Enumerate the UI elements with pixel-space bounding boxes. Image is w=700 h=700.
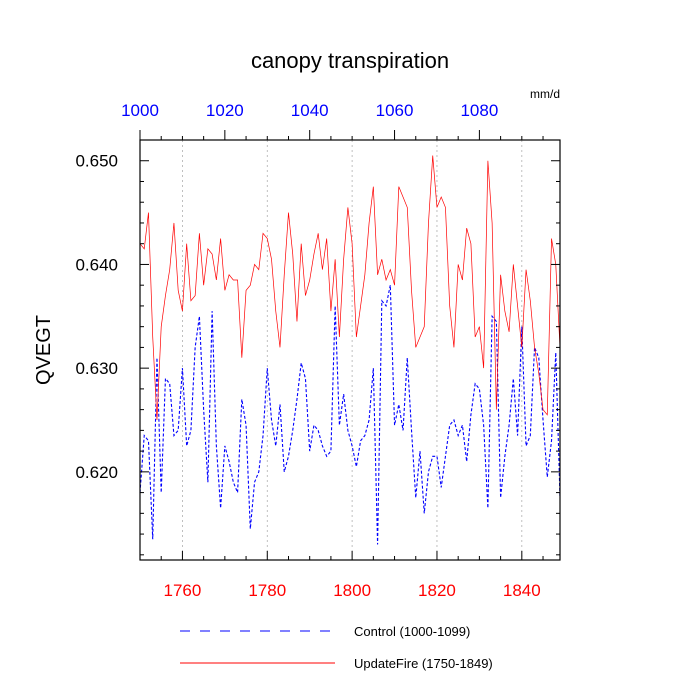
axes: 1760 1780 1800 1820 1840 1000 1020 1040 1060 1080… bbox=[75, 101, 560, 600]
bottom-axis-tick-label: 1780 bbox=[248, 581, 286, 600]
bottom-axis-tick-label: 1760 bbox=[164, 581, 202, 600]
y-axis-label: QVEGT bbox=[33, 315, 55, 385]
legend-label: UpdateFire (1750-1849) bbox=[354, 656, 493, 671]
y-axis-tick-label: 0.640 bbox=[75, 255, 118, 274]
series-line-2 bbox=[139, 155, 561, 421]
top-axis-tick-label: 1000 bbox=[121, 101, 159, 120]
top-axis-tick-label: 1020 bbox=[206, 101, 244, 120]
top-axis-tick-label: 1060 bbox=[376, 101, 414, 120]
plot-frame bbox=[139, 139, 561, 561]
y-axis-tick-label: 0.620 bbox=[75, 463, 118, 482]
legend-label: Control (1000-1099) bbox=[354, 624, 470, 639]
units-label: mm/d bbox=[530, 87, 560, 101]
bottom-axis-tick-label: 1820 bbox=[418, 581, 456, 600]
legend: Control (1000-1099) UpdateFire (1750-1849… bbox=[180, 624, 493, 671]
y-axis-tick-label: 0.630 bbox=[75, 359, 118, 378]
bottom-axis-tick-label: 1840 bbox=[503, 581, 541, 600]
grid-lines bbox=[182, 140, 523, 560]
bottom-axis-tick-label: 1800 bbox=[333, 581, 371, 600]
top-axis-tick-label: 1080 bbox=[460, 101, 498, 120]
series-layer bbox=[139, 155, 561, 545]
series-line-1 bbox=[139, 285, 561, 545]
chart-title: canopy transpiration bbox=[251, 48, 449, 73]
top-axis-tick-label: 1040 bbox=[291, 101, 329, 120]
y-axis-tick-label: 0.650 bbox=[75, 152, 118, 171]
